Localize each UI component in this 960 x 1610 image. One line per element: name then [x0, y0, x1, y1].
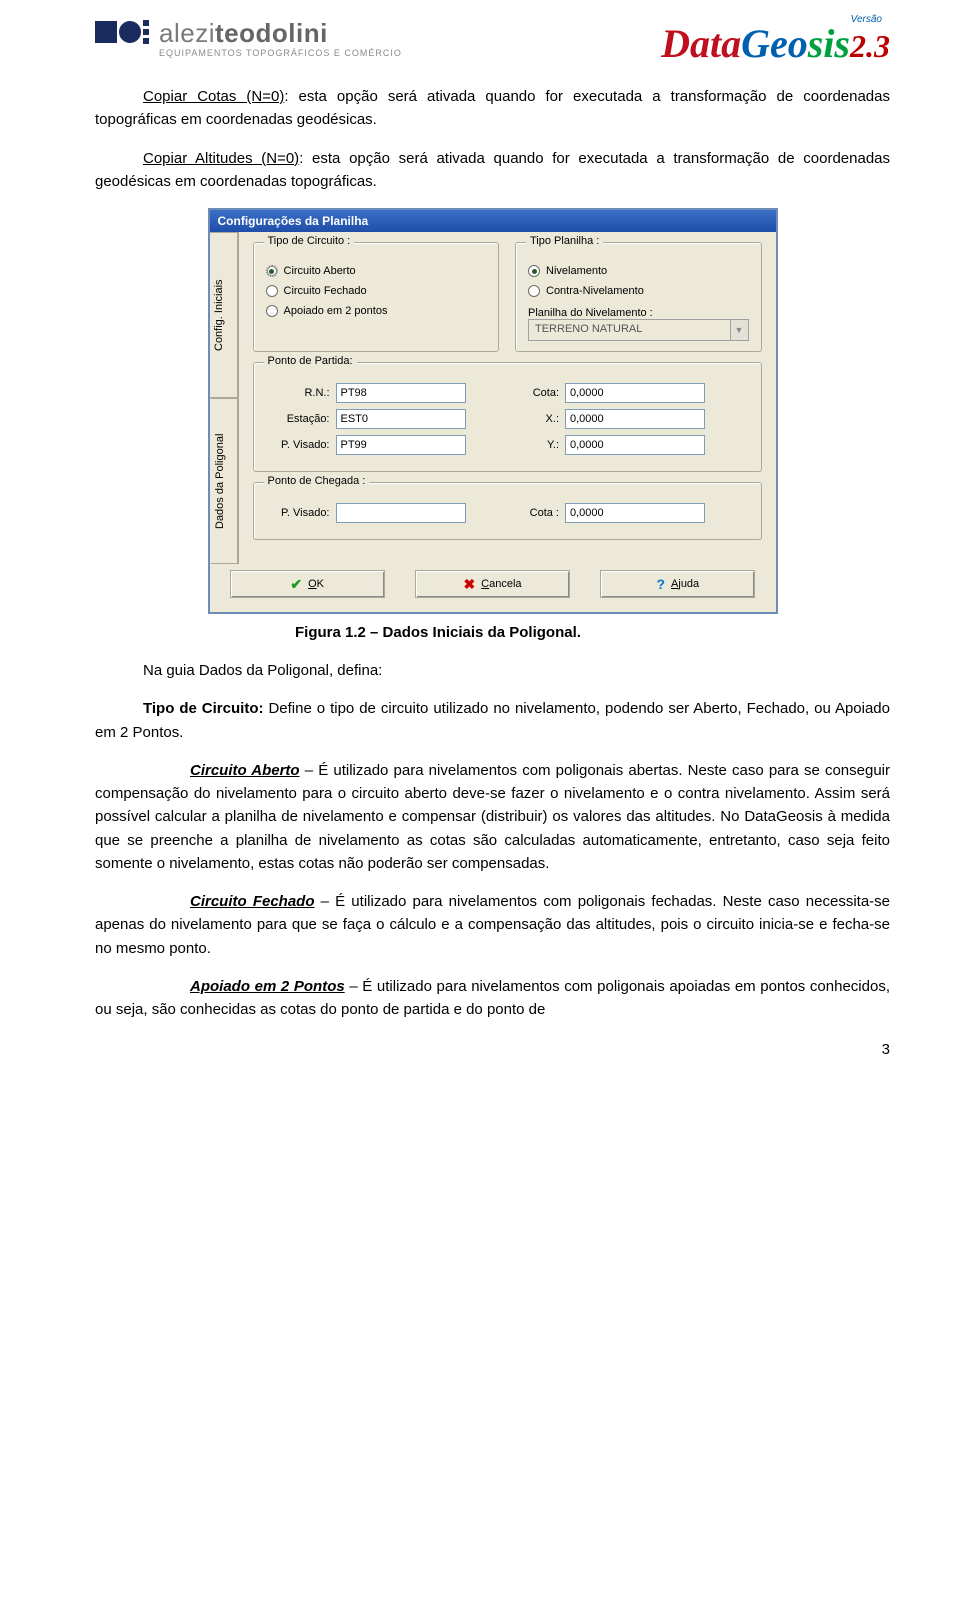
- dialog-titlebar: Configurações da Planilha: [210, 210, 776, 232]
- label-chegada-pvisado: P. Visado:: [266, 507, 336, 519]
- radio-icon: [266, 305, 278, 317]
- fieldset-ponto-partida: Ponto de Partida: R.N.: Estação:: [253, 362, 762, 472]
- input-chegada-cota[interactable]: [565, 503, 705, 523]
- legend-tipo-planilha: Tipo Planilha :: [526, 235, 603, 247]
- paragraph-tipo-circuito: Tipo de Circuito: Define o tipo de circu…: [95, 697, 890, 744]
- label-pvisado: P. Visado:: [266, 439, 336, 451]
- radio-icon: [266, 285, 278, 297]
- radio-icon: [528, 265, 540, 277]
- fieldset-ponto-chegada: Ponto de Chegada : P. Visado: Cota :: [253, 482, 762, 540]
- label-y: Y.:: [515, 439, 565, 451]
- ok-label: K: [317, 578, 324, 590]
- paragraph-circuito-aberto: Circuito Aberto – É utilizado para nivel…: [95, 759, 890, 875]
- logo-alezi: aleziteodolini EQUIPAMENTOS TOPOGRÁFICOS…: [95, 20, 402, 58]
- brand-tagline: EQUIPAMENTOS TOPOGRÁFICOS E COMÉRCIO: [159, 49, 402, 58]
- radio-label: Apoiado em 2 pontos: [284, 305, 388, 317]
- radio-label: Contra-Nivelamento: [546, 285, 644, 297]
- combo-value: TERRENO NATURAL: [529, 320, 730, 340]
- paragraph-copiar-altitudes: Copiar Altitudes (N=0): esta opção será …: [95, 147, 890, 194]
- page-number: 3: [882, 1041, 890, 1058]
- legend-ponto-partida: Ponto de Partida:: [264, 355, 357, 367]
- input-chegada-pvisado[interactable]: [336, 503, 466, 523]
- x-icon: ✖: [463, 576, 475, 593]
- fieldset-tipo-circuito: Tipo de Circuito : Circuito Aberto Circu…: [253, 242, 500, 352]
- help-icon: ?: [656, 576, 665, 592]
- logo-datageosis: Versão DataGeosis2.3: [661, 20, 890, 67]
- dialog-tabs: Config. Iniciais Dados da Poligonal: [210, 232, 238, 564]
- figure-dialog: Configurações da Planilha Config. Inicia…: [95, 208, 890, 614]
- fieldset-tipo-planilha: Tipo Planilha : Nivelamento Contra-Nivel…: [515, 242, 762, 352]
- radio-apoiado-2pontos[interactable]: Apoiado em 2 pontos: [266, 305, 487, 317]
- check-icon: ✔: [290, 576, 302, 593]
- label-estacao: Estação:: [266, 413, 336, 425]
- ok-button[interactable]: ✔ OK: [230, 570, 385, 598]
- label-chegada-cota: Cota :: [515, 507, 565, 519]
- label-cota: Cota:: [515, 387, 565, 399]
- radio-nivelamento[interactable]: Nivelamento: [528, 265, 749, 277]
- cancel-label: ancela: [489, 578, 521, 590]
- input-rn[interactable]: [336, 383, 466, 403]
- radio-icon: [528, 285, 540, 297]
- tab-dados-poligonal[interactable]: Dados da Poligonal: [210, 398, 238, 564]
- input-estacao[interactable]: [336, 409, 466, 429]
- radio-icon: [266, 265, 278, 277]
- tab-config-iniciais[interactable]: Config. Iniciais: [210, 232, 238, 398]
- radio-label: Circuito Fechado: [284, 285, 367, 297]
- brand-name: aleziteodolini: [159, 20, 402, 46]
- radio-circuito-fechado[interactable]: Circuito Fechado: [266, 285, 487, 297]
- chevron-down-icon: ▼: [730, 320, 748, 340]
- version-label: Versão: [851, 14, 882, 25]
- paragraph-circuito-fechado: Circuito Fechado – É utilizado para nive…: [95, 890, 890, 960]
- legend-ponto-chegada: Ponto de Chegada :: [264, 475, 370, 487]
- help-label: juda: [678, 578, 699, 590]
- input-cota[interactable]: [565, 383, 705, 403]
- cancel-button[interactable]: ✖ Cancela: [415, 570, 570, 598]
- radio-contra-nivelamento[interactable]: Contra-Nivelamento: [528, 285, 749, 297]
- label-planilha-nivelamento: Planilha do Nivelamento :: [528, 307, 749, 319]
- header-logos: aleziteodolini EQUIPAMENTOS TOPOGRÁFICOS…: [95, 20, 890, 67]
- paragraph-apoiado-2pontos: Apoiado em 2 Pontos – É utilizado para n…: [95, 975, 890, 1022]
- paragraph-copiar-cotas: Copiar Cotas (N=0): esta opção será ativ…: [95, 85, 890, 132]
- logo-mark-icon: [95, 20, 149, 44]
- figure-caption: Figura 1.2 – Dados Iniciais da Poligonal…: [95, 624, 890, 641]
- help-button[interactable]: ? Ajuda: [600, 570, 755, 598]
- legend-tipo-circuito: Tipo de Circuito :: [264, 235, 355, 247]
- input-x[interactable]: [565, 409, 705, 429]
- radio-label: Circuito Aberto: [284, 265, 356, 277]
- config-dialog: Configurações da Planilha Config. Inicia…: [208, 208, 778, 614]
- radio-circuito-aberto[interactable]: Circuito Aberto: [266, 265, 487, 277]
- input-y[interactable]: [565, 435, 705, 455]
- radio-label: Nivelamento: [546, 265, 607, 277]
- label-x: X.:: [515, 413, 565, 425]
- input-pvisado[interactable]: [336, 435, 466, 455]
- combo-planilha-nivelamento[interactable]: TERRENO NATURAL ▼: [528, 319, 749, 341]
- paragraph-defina: Na guia Dados da Poligonal, defina:: [95, 659, 890, 682]
- label-rn: R.N.:: [266, 387, 336, 399]
